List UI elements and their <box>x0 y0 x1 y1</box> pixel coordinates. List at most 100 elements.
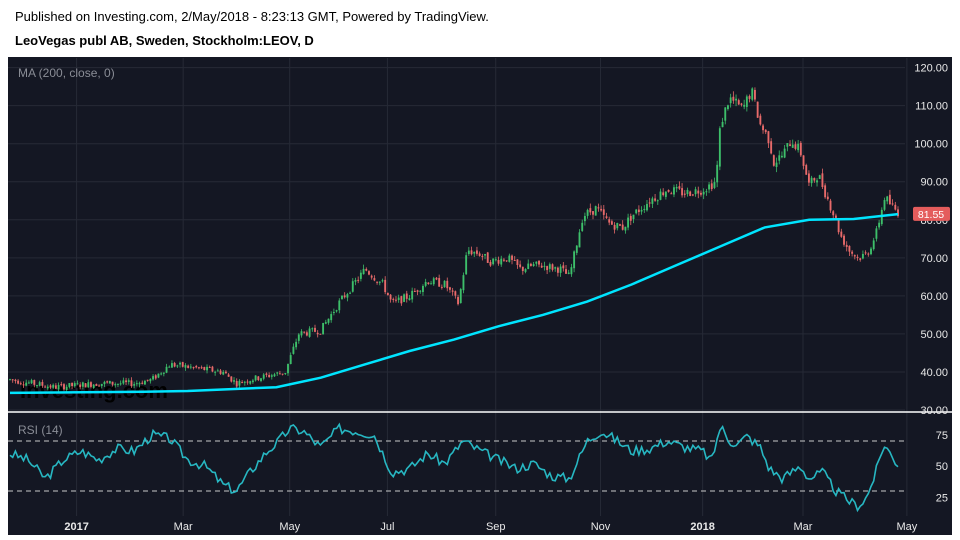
candle-body <box>481 255 484 257</box>
candle-body <box>446 280 449 289</box>
candle-body <box>284 373 287 375</box>
candle-body <box>262 374 265 379</box>
candle-body <box>427 282 430 284</box>
candle-body <box>780 155 783 158</box>
candle-body <box>416 290 419 292</box>
candle-body <box>837 218 840 233</box>
candle-body <box>127 380 130 382</box>
candle-body <box>861 253 864 259</box>
candle-body <box>775 162 778 167</box>
candle-body <box>9 379 11 381</box>
candle-body <box>168 366 171 368</box>
candle-body <box>149 378 152 382</box>
candle-body <box>581 222 584 231</box>
candle-body <box>586 209 589 216</box>
candle-body <box>856 256 859 258</box>
candle-body <box>543 265 546 267</box>
price-tick-label: 50.00 <box>920 329 948 341</box>
candle-body <box>486 252 489 263</box>
candle-body <box>11 379 14 381</box>
time-tick-label: Mar <box>794 521 813 533</box>
last-price-badge-bg <box>913 206 950 221</box>
candle-body <box>624 226 627 231</box>
candle-body <box>797 143 800 151</box>
candle-body <box>346 294 349 298</box>
candle-body <box>208 366 211 368</box>
candle-body <box>152 376 154 380</box>
candle-body <box>46 386 49 389</box>
candle-body <box>794 144 797 149</box>
candle-body <box>79 384 82 388</box>
time-axis: 2017 Mar May Jul Sep Nov 2018 Mar May <box>64 521 917 533</box>
candle-body <box>867 253 870 255</box>
candle-body <box>521 266 524 271</box>
candle-body <box>608 219 611 223</box>
candle-body <box>646 203 648 211</box>
candle-body <box>308 328 311 337</box>
candle-body <box>386 292 389 296</box>
candle-body <box>122 380 125 384</box>
candle-body <box>173 363 176 367</box>
candle-body <box>853 255 856 257</box>
candle-body <box>265 373 268 375</box>
candle-body <box>370 275 373 278</box>
candle-body <box>527 263 530 270</box>
candle-body <box>106 381 109 383</box>
candle-body <box>494 259 497 261</box>
candle-body <box>843 235 845 245</box>
candle-body <box>65 386 68 391</box>
candle-body <box>559 266 562 273</box>
candle-body <box>14 379 17 382</box>
candle-body <box>405 293 408 299</box>
candle-body <box>511 255 513 260</box>
candle-body <box>219 370 222 374</box>
candle-body <box>786 143 789 147</box>
candle-body <box>851 251 854 254</box>
candle-body <box>100 383 103 387</box>
candle-body <box>578 232 581 248</box>
candle-body <box>524 269 527 272</box>
candle-body <box>268 374 271 378</box>
candle-body <box>613 224 616 230</box>
candle-body <box>551 264 554 270</box>
candle-body <box>230 376 233 382</box>
candle-body <box>357 279 360 281</box>
candle-body <box>243 381 246 383</box>
time-tick-label: May <box>279 521 300 533</box>
price-tick-label: 90.00 <box>920 177 948 189</box>
last-price-badge: 81.55 <box>913 206 950 221</box>
rsi-line <box>9 422 899 513</box>
candle-body <box>278 373 281 375</box>
candle-body <box>181 362 184 367</box>
candle-body <box>583 216 586 222</box>
ma-indicator-label: MA (200, close, 0) <box>18 66 115 80</box>
candle-body <box>575 245 578 253</box>
candle-body <box>349 292 352 294</box>
candle-body <box>500 258 503 265</box>
candle-body <box>162 372 165 374</box>
candle-body <box>241 382 244 384</box>
candle-body <box>886 196 889 202</box>
candle-body <box>718 128 721 167</box>
price-tick-label: 110.00 <box>915 101 948 113</box>
time-tick-label: Jul <box>380 521 394 533</box>
candle-body <box>200 367 203 369</box>
candle-body <box>516 259 519 266</box>
time-tick-label: 2017 <box>64 521 88 533</box>
candle-body <box>678 186 681 189</box>
candle-body <box>424 281 427 286</box>
candle-body <box>19 383 22 385</box>
candle-body <box>513 260 516 262</box>
candle-body <box>84 383 87 388</box>
candle-body <box>335 310 338 312</box>
candle-body <box>249 381 252 384</box>
candle-body <box>710 183 713 190</box>
candle-body <box>878 222 881 228</box>
candle-body <box>392 298 395 300</box>
candle-body <box>246 381 249 383</box>
candle-body <box>171 363 173 368</box>
candle-body <box>206 366 208 371</box>
candle-body <box>287 363 289 374</box>
price-tick-label: 30.00 <box>920 405 948 417</box>
